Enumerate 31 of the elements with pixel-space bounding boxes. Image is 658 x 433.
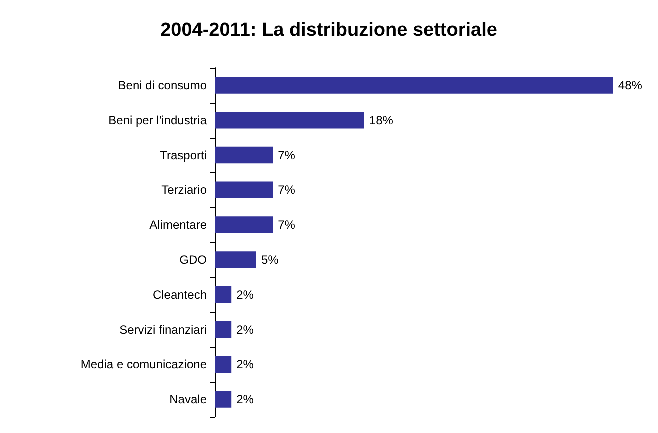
- bar: [215, 321, 232, 338]
- data-label: 2%: [236, 392, 254, 407]
- y-tick-label: Navale: [170, 392, 208, 407]
- data-label: 7%: [278, 183, 296, 198]
- data-label: 18%: [369, 113, 394, 128]
- bar: [215, 146, 274, 164]
- data-label: 2%: [236, 358, 254, 372]
- data-label: 48%: [618, 78, 643, 92]
- y-tick-label: Cleantech: [152, 288, 207, 302]
- bar: [215, 77, 614, 94]
- y-tick-label: Media e comunicazione: [80, 358, 208, 372]
- data-label: 7%: [278, 218, 296, 232]
- bar: [215, 286, 232, 304]
- y-tick-label: Terziario: [162, 183, 208, 198]
- bar: [215, 356, 232, 374]
- y-tick-label: Alimentare: [150, 218, 208, 232]
- bar: [215, 216, 274, 234]
- y-tick-label: Beni per l'industria: [108, 113, 208, 128]
- data-label: 2%: [236, 322, 254, 337]
- y-tick-label: Trasporti: [160, 148, 207, 162]
- bar: [215, 252, 256, 268]
- chart-title: 2004-2011: La distribuzione settoriale: [160, 20, 498, 41]
- y-tick-label: Servizi finanziari: [120, 322, 207, 337]
- bar: [215, 182, 274, 199]
- bar: [215, 112, 364, 129]
- y-tick-label: Beni di consumo: [118, 78, 208, 92]
- bar: [215, 391, 232, 408]
- data-label: 5%: [262, 252, 280, 267]
- y-tick-label: GDO: [180, 252, 207, 267]
- data-label: 2%: [236, 288, 254, 302]
- data-label: 7%: [278, 148, 296, 162]
